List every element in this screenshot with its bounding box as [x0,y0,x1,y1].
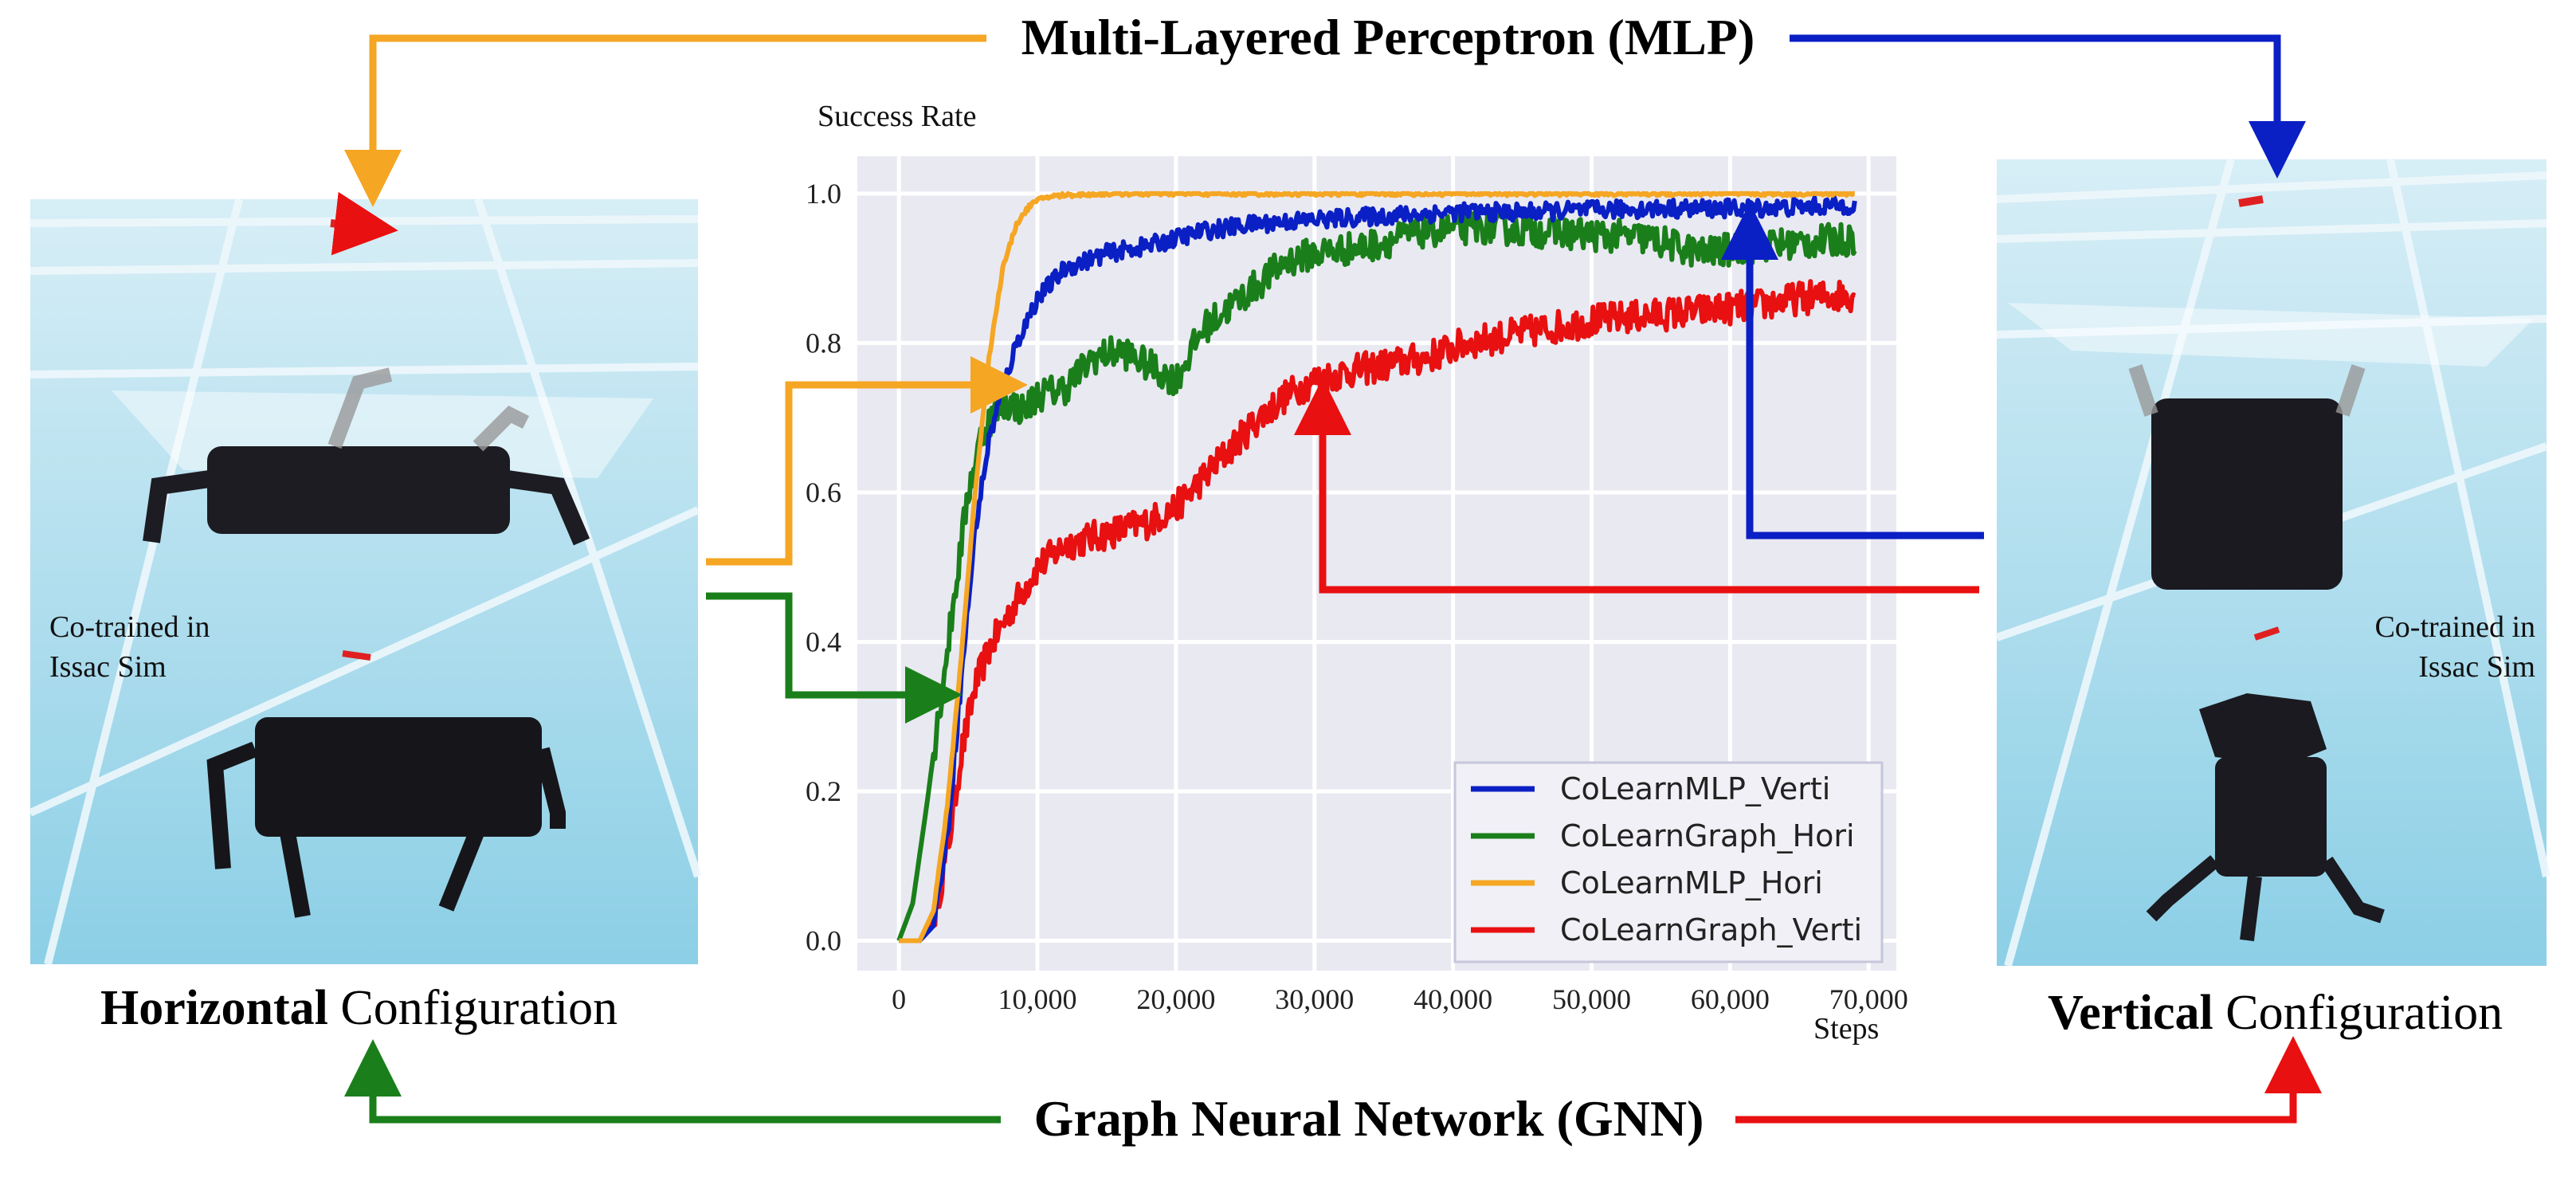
vertical-robot-bottom [2146,693,2385,942]
vertical-caption-rest: Configuration [2213,986,2503,1040]
left-goal-arrow-icon [330,191,398,256]
x-axis-label: Steps [1813,1012,1879,1046]
x-tick-labels: 0 10,000 20,000 30,000 40,000 50,000 60,000 70,… [892,983,1908,1015]
y-tick-label: 0.6 [806,477,841,508]
x-tick-label: 60,000 [1691,983,1770,1015]
left-marker-arrow-icon [342,650,371,661]
vertical-caption: Vertical Configuration [2048,985,2503,1042]
right-goal-arrow-icon [2238,195,2264,207]
x-tick-label: 10,000 [998,983,1077,1015]
horizontal-to-mlp-curve-arrow [706,356,1028,566]
x-tick-label: 50,000 [1552,983,1631,1015]
horizontal-caption-rest: Configuration [327,981,618,1035]
mlp-to-vertical-arrow [1790,34,2306,179]
vertical-to-mlp-curve-arrow [1721,202,1984,539]
right-platform-plate [2008,303,2534,367]
legend-label: CoLearnGraph_Hori [1560,818,1855,853]
connector-arrows [344,34,2322,1124]
right-note-line2: Issac Sim [2418,650,2535,684]
series-line-CoLearnMLP_Verti [897,194,1857,944]
series-line-CoLearnGraph_Hori [896,210,1857,942]
x-tick-label: 40,000 [1413,983,1492,1015]
horizontal-caption: Horizontal Configuration [100,980,618,1037]
legend-label: CoLearnMLP_Verti [1560,771,1830,806]
left-note-line1: Co-trained in [49,610,210,644]
horizontal-robot-bottom [206,717,566,918]
right-marker-arrow-icon [2253,626,2280,641]
vertical-robot-top [2128,364,2366,590]
gnn-to-horizontal-arrow [344,1039,1001,1124]
gnn-to-vertical-arrow [1735,1036,2322,1124]
vertical-to-graph-curve-arrow [1294,378,1979,594]
series-layer [896,190,1857,944]
y-tick-labels: 0.0 0.2 0.4 0.6 0.8 1.0 [806,178,841,957]
legend-label: CoLearnGraph_Verti [1560,912,1862,947]
mlp-title: Multi-Layered Perceptron (MLP) [1021,9,1755,65]
right-note-line1: Co-trained in [2374,610,2535,644]
right-render-panel [1995,158,2551,967]
y-tick-label: 0.0 [806,924,841,956]
legend: CoLearnMLP_Verti CoLearnGraph_Hori CoLearn… [1453,761,1884,963]
left-sky-background [30,199,698,964]
left-render-panel [28,191,702,966]
left-note-line2: Issac Sim [49,650,167,684]
series-line-CoLearnMLP_Hori [897,190,1857,944]
horizontal-robot-top [143,367,590,546]
left-cotrained-note: Co-trained in Issac Sim [49,607,210,687]
y-tick-label: 0.8 [806,327,841,359]
legend-label: CoLearnMLP_Hori [1560,865,1823,900]
y-tick-label: 0.4 [806,626,841,657]
y-tick-label: 1.0 [806,178,841,210]
gnn-title: Graph Neural Network (GNN) [1034,1090,1704,1147]
horizontal-to-graph-curve-arrow [706,592,963,724]
x-tick-label: 70,000 [1829,983,1908,1015]
mlp-to-horizontal-arrow [344,34,986,207]
series-line-CoLearnGraph_Verti [897,279,1857,944]
x-tick-label: 20,000 [1136,983,1215,1015]
y-tick-label: 0.2 [806,775,841,807]
x-tick-label: 0 [892,983,906,1015]
vertical-caption-bold: Vertical [2048,986,2213,1040]
right-cotrained-note: Co-trained in Issac Sim [2335,607,2535,687]
success-rate-chart: 0 10,000 20,000 30,000 40,000 50,000 60,000 70,… [806,100,1908,1046]
chart-title: Success Rate [817,100,976,133]
x-tick-label: 30,000 [1275,983,1354,1015]
horizontal-caption-bold: Horizontal [100,981,328,1035]
